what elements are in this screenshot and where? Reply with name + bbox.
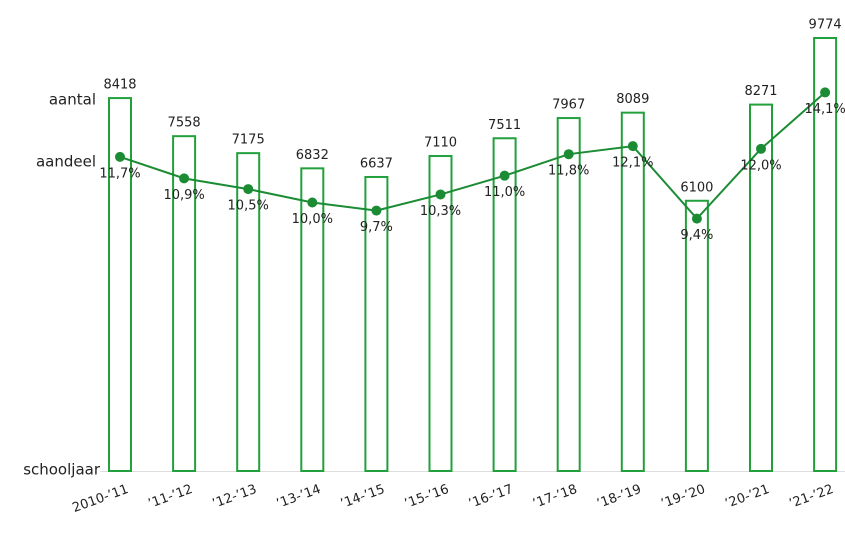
bar <box>684 199 709 473</box>
x-tick-label: ’13-’14 <box>274 482 322 512</box>
line-value-label: 10,9% <box>163 188 204 203</box>
line-value-label: 9,7% <box>360 220 393 235</box>
bar-value-label: 8089 <box>616 92 649 107</box>
line-point <box>307 197 318 208</box>
x-tick-label: ’21-’22 <box>787 482 835 512</box>
line-value-label: 11,0% <box>484 185 525 200</box>
line-point <box>179 173 190 184</box>
line-value-label: 9,4% <box>680 228 713 243</box>
x-tick-label: 2010-’11 <box>71 482 131 516</box>
bar-value-label: 9774 <box>809 18 842 33</box>
x-tick-label: ’14-’15 <box>339 482 387 512</box>
bar <box>813 37 838 472</box>
line <box>119 91 826 221</box>
line-value-label: 10,5% <box>228 199 269 214</box>
line-point <box>691 213 702 224</box>
line-point <box>115 151 125 162</box>
bar <box>108 97 132 472</box>
bar-value-label: 7558 <box>168 116 201 131</box>
x-tick-label: ’11-’12 <box>146 482 194 512</box>
line-point <box>243 184 254 195</box>
line-value-label: 11,7% <box>99 166 140 181</box>
line-point <box>820 87 831 98</box>
x-tick-label: ’15-’16 <box>403 482 451 512</box>
line-value-label: 14,1% <box>804 102 845 117</box>
line-value-label: 10,0% <box>292 212 333 227</box>
line-value-label: 12,1% <box>612 156 653 171</box>
bar <box>172 135 197 472</box>
bar <box>749 103 773 473</box>
bar <box>364 175 389 472</box>
line-point <box>756 143 766 154</box>
bar <box>236 152 261 473</box>
bar-value-label: 6100 <box>680 180 713 195</box>
bar-value-label: 7175 <box>232 133 265 148</box>
bar <box>492 137 517 472</box>
line-point <box>371 205 382 216</box>
bar-value-label: 7511 <box>488 118 521 133</box>
line-point <box>563 149 574 160</box>
line-value-label: 12,0% <box>740 158 781 173</box>
line-point <box>435 189 446 200</box>
line-axis-label: aandeel <box>36 153 96 171</box>
bar-value-label: 8418 <box>103 78 136 93</box>
x-tick-label: ’20-’21 <box>723 482 771 512</box>
bar-value-label: 7110 <box>424 136 457 151</box>
x-tick-label: ’19-’20 <box>659 482 707 512</box>
bar-value-label: 6637 <box>360 156 393 171</box>
x-axis-label: schooljaar <box>23 461 101 479</box>
x-tick-label: ’16-’17 <box>467 482 515 512</box>
line-point <box>499 170 510 181</box>
bar <box>428 155 453 472</box>
bar-value-label: 6832 <box>296 148 329 163</box>
line-value-label: 10,3% <box>420 204 461 219</box>
bar-value-label: 8271 <box>744 84 777 99</box>
x-tick-label: ’18-’19 <box>595 482 643 512</box>
bar <box>556 117 581 473</box>
x-tick-label: ’12-’13 <box>210 482 258 512</box>
line-value-label: 11,8% <box>548 164 589 179</box>
x-tick-label: ’17-’18 <box>531 482 579 512</box>
bar-axis-label: aantal <box>49 91 96 109</box>
line-point <box>627 141 638 152</box>
bar <box>620 111 645 473</box>
bar-value-label: 7967 <box>552 98 585 113</box>
bar <box>300 167 325 472</box>
